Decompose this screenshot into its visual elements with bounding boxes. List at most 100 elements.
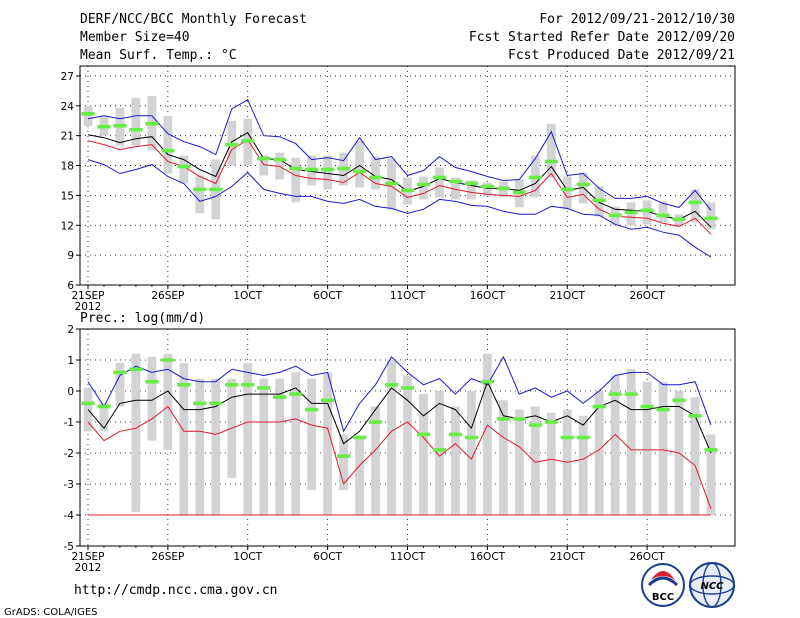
temp-median-mark-1 — [81, 111, 95, 116]
prec-box-13 — [275, 378, 285, 515]
temp-median-mark-22 — [416, 182, 431, 187]
prec-xtick-label-0: 21SEP — [71, 551, 104, 563]
prec-box-33 — [594, 391, 604, 515]
source-url[interactable]: http://cmdp.ncc.cma.gov.cn — [74, 583, 278, 598]
temp-ytick-label-6: 24 — [61, 101, 75, 113]
temp-ytick-label-4: 18 — [61, 161, 74, 173]
prec-box-24 — [451, 406, 460, 515]
temp-median-mark-16 — [321, 167, 335, 172]
temp-box-6 — [163, 115, 173, 174]
temp-median-mark-26 — [480, 184, 494, 189]
grads-credit: GrADS: COLA/IGES — [4, 607, 98, 618]
temp-median-mark-14 — [289, 166, 303, 171]
prec-box-26 — [482, 353, 492, 515]
temp-median-mark-28 — [512, 190, 526, 195]
ncc-logo-icon: NCC — [689, 562, 735, 608]
temp-box-14 — [291, 157, 301, 203]
prec-box-40 — [706, 434, 716, 515]
prec-xtick-label-2: 1OCT — [233, 551, 262, 563]
temp-median-mark-19 — [368, 175, 383, 180]
temp-box-39 — [690, 189, 700, 223]
temp-median-mark-38 — [672, 217, 686, 222]
member-size-label: Member Size=40 — [80, 30, 190, 45]
prec-box-6 — [163, 353, 173, 450]
temp-series-max-line — [87, 159, 712, 258]
prec-ytick-label-7: 2 — [67, 324, 74, 336]
prec-median-mark-38 — [672, 398, 686, 403]
precip-variable-label: Prec.: log(mm/d) — [80, 311, 205, 326]
temp-median-mark-15 — [305, 167, 319, 172]
temp-box-7 — [179, 155, 189, 184]
temp-box-26 — [482, 182, 492, 197]
temp-ytick-label-2: 12 — [61, 220, 74, 232]
prec-median-mark-17 — [337, 454, 351, 458]
prec-series-maxline-line — [87, 355, 712, 433]
temp-ytick-label-1: 9 — [67, 250, 74, 262]
prec-median-mark-19 — [368, 420, 383, 424]
prec-box-11 — [243, 363, 253, 515]
prec-ytick-label-1: -4 — [64, 510, 75, 522]
figure-title: DERF/NCC/BCC Monthly Forecast — [80, 12, 307, 27]
prec-box-23 — [435, 391, 444, 515]
temp-series-min-line — [87, 139, 712, 235]
temp-xtick-label-3: 6OCT — [313, 290, 342, 302]
temp-median-mark-12 — [257, 156, 271, 161]
temp-box-31 — [562, 176, 572, 210]
prec-box-12 — [259, 378, 269, 515]
prec-box-17 — [339, 434, 348, 491]
temp-xtick-label-1: 26SEP — [151, 290, 184, 302]
temp-median-mark-17 — [337, 166, 351, 171]
prec-median-mark-2 — [97, 404, 111, 409]
temp-median-mark-9 — [209, 187, 223, 192]
prec-median-mark-28 — [512, 417, 526, 421]
temp-box-25 — [467, 180, 476, 200]
temp-median-mark-3 — [113, 123, 127, 128]
temp-xtick-label-0: 21SEP — [71, 290, 104, 302]
prec-median-mark-18 — [352, 435, 367, 440]
temp-median-mark-13 — [273, 157, 287, 162]
prec-median-mark-1 — [81, 401, 95, 406]
prec-median-mark-33 — [592, 404, 606, 409]
prec-median-mark-6 — [161, 358, 175, 362]
prec-series-mean-line — [87, 380, 712, 454]
temp-median-mark-20 — [384, 181, 399, 186]
temp-median-mark-18 — [352, 169, 367, 174]
prec-median-mark-5 — [145, 379, 159, 384]
prec-box-4 — [131, 353, 141, 512]
prec-median-mark-24 — [448, 432, 463, 437]
temp-median-mark-6 — [161, 148, 175, 153]
temp-median-mark-25 — [464, 181, 478, 186]
temp-median-mark-7 — [177, 164, 191, 169]
temp-box-4 — [131, 97, 141, 146]
temp-box-1 — [83, 105, 93, 126]
temp-xtick-label-4: 11OCT — [390, 290, 426, 302]
temp-xtick-label-2: 1OCT — [233, 290, 262, 302]
prec-xtick-label-5: 16OCT — [470, 551, 506, 563]
prec-box-22 — [419, 394, 428, 515]
prec-xtick-label-6: 21OCT — [550, 551, 586, 563]
prec-box-19 — [371, 406, 380, 515]
temp-xtick-year-0: 2012 — [75, 301, 102, 313]
prec-median-mark-14 — [289, 392, 303, 396]
temp-median-mark-24 — [448, 179, 463, 184]
prec-median-mark-15 — [305, 407, 319, 412]
prec-ytick-label-5: 0 — [67, 386, 74, 398]
temp-median-mark-36 — [640, 208, 654, 213]
temp-median-mark-8 — [193, 187, 207, 192]
prec-median-mark-34 — [608, 392, 622, 396]
prec-xtick-label-3: 6OCT — [313, 551, 342, 563]
temp-box-16 — [323, 155, 333, 190]
prec-median-mark-16 — [321, 398, 335, 403]
bcc-logo-text: BCC — [652, 592, 674, 603]
prec-median-mark-32 — [576, 435, 590, 440]
temp-median-mark-5 — [145, 121, 159, 126]
temp-box-30 — [546, 123, 556, 178]
prec-median-mark-39 — [688, 414, 702, 418]
prec-series-minline-line — [87, 405, 712, 509]
temp-box-36 — [642, 200, 652, 225]
prec-ytick-label-3: -2 — [64, 448, 74, 460]
prec-ytick-label-2: -3 — [64, 479, 74, 491]
temp-box-18 — [355, 140, 364, 188]
prec-box-32 — [578, 415, 588, 515]
